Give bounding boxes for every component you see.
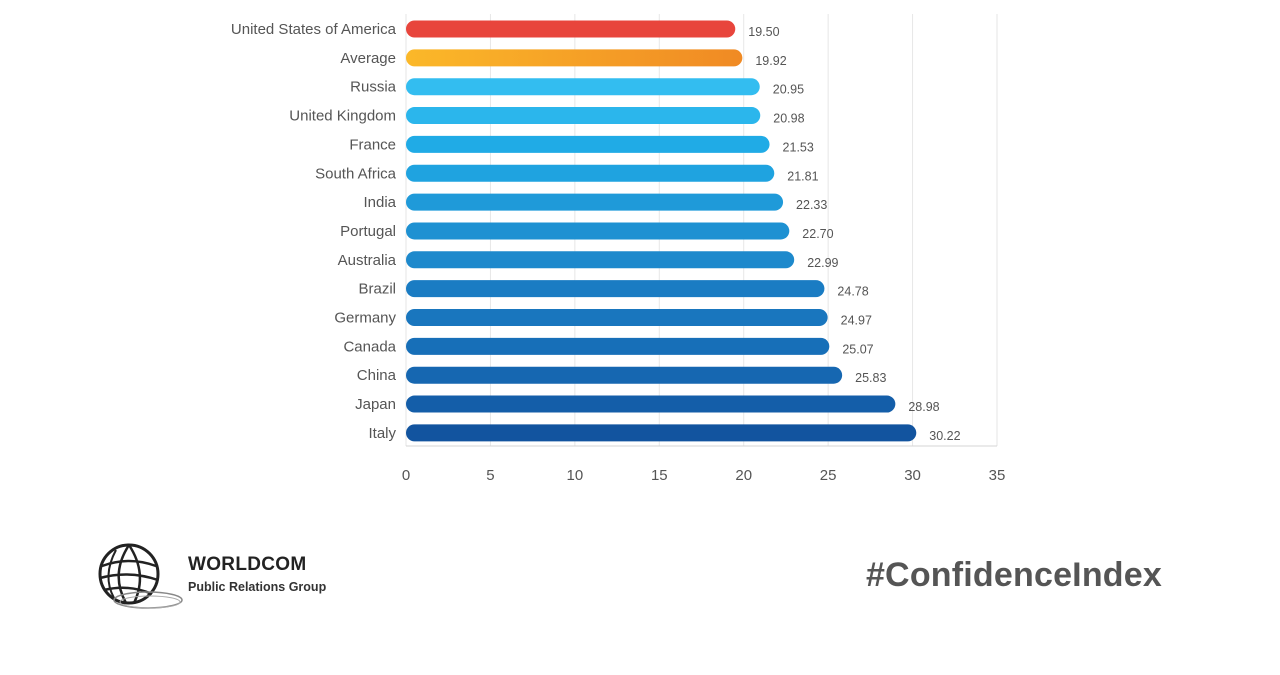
x-tick-label: 35: [989, 467, 1006, 484]
x-tick-label: 30: [904, 467, 921, 484]
bar: [406, 20, 736, 38]
x-tick-label: 5: [486, 467, 494, 484]
bar: [406, 280, 825, 298]
value-label: 24.78: [837, 285, 868, 299]
category-label: Average: [340, 50, 396, 67]
bar: [406, 366, 843, 384]
category-label: United States of America: [231, 21, 397, 38]
category-label: Russia: [350, 79, 397, 96]
category-label: China: [357, 367, 397, 384]
hashtag-text: #ConfidenceIndex: [865, 556, 1162, 594]
value-label: 22.33: [796, 198, 827, 212]
category-labels: United States of America Average Russia Uni…: [231, 21, 397, 442]
category-label: France: [349, 136, 396, 153]
bar: [406, 135, 770, 153]
category-label: Australia: [338, 252, 397, 269]
bar: [406, 395, 896, 413]
category-label: Germany: [334, 310, 396, 327]
x-tick-label: 15: [651, 467, 668, 484]
category-label: Brazil: [358, 281, 396, 298]
category-label: Canada: [343, 338, 396, 355]
category-label: India: [363, 194, 396, 211]
bars: [406, 20, 917, 442]
value-label: 21.53: [783, 140, 814, 154]
category-label: United Kingdom: [289, 108, 396, 125]
value-label: 21.81: [787, 169, 818, 183]
bar: [406, 337, 830, 355]
value-label: 22.99: [807, 256, 838, 270]
bar: [406, 78, 760, 96]
bar: [406, 164, 775, 182]
value-label: 25.83: [855, 371, 886, 385]
bar: [406, 251, 795, 269]
category-label: Italy: [368, 425, 396, 442]
value-label: 28.98: [908, 400, 939, 414]
category-label: Japan: [355, 396, 396, 413]
x-tick-label: 10: [567, 467, 584, 484]
x-tick-label: 25: [820, 467, 837, 484]
logo-name: WORLDCOM: [188, 554, 307, 575]
bar: [406, 309, 828, 326]
bar: [406, 107, 761, 125]
value-label: 30.22: [929, 429, 960, 443]
value-label: 22.70: [802, 227, 833, 241]
value-label: 19.50: [748, 25, 779, 39]
x-tick-label: 20: [735, 467, 752, 484]
x-axis-ticks: 0 5 10 15 20 25 30 35: [402, 467, 1006, 484]
logo-subtitle: Public Relations Group: [188, 580, 327, 594]
worldcom-logo: WORLDCOM Public Relations Group: [96, 540, 356, 616]
category-label: Portugal: [340, 223, 396, 240]
value-label: 20.98: [773, 112, 804, 126]
value-label: 25.07: [842, 342, 873, 356]
globe-icon: [98, 543, 183, 609]
value-label: 20.95: [773, 83, 804, 97]
bar: [406, 49, 743, 67]
bar: [406, 193, 784, 211]
bar-chart: United States of America Average Russia Uni…: [231, 14, 1006, 484]
x-tick-label: 0: [402, 467, 410, 484]
value-label: 19.92: [755, 54, 786, 68]
value-labels: 19.50 19.92 20.95 20.98 21.53 21.81 22.33 22.70…: [748, 25, 960, 443]
bar: [406, 424, 917, 442]
category-label: South Africa: [315, 165, 397, 182]
bar: [406, 222, 790, 240]
value-label: 24.97: [841, 314, 872, 328]
